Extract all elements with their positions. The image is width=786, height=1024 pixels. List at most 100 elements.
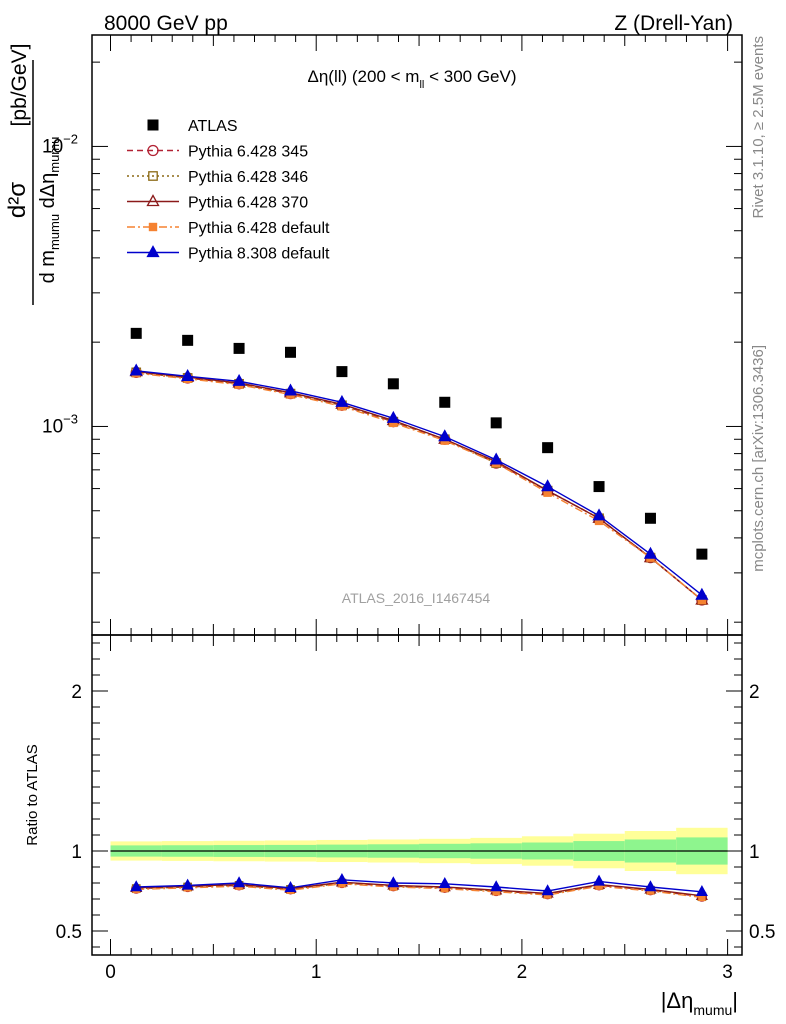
point-pythia-8-308-default-5	[386, 410, 400, 423]
ratio-xtick-label-0: 0	[105, 962, 116, 983]
ratio-line-pythia-6-428-345	[136, 882, 702, 898]
ratio-line-pythia-6-428-default	[136, 883, 702, 899]
point-pythia-8-308-default-2	[232, 373, 246, 386]
series-line-pythia-6-428-345	[136, 371, 703, 601]
ratio-ytick-label-right-1: 1	[749, 842, 760, 863]
title-tail: < 300 GeV)	[424, 67, 516, 86]
series-line-pythia-8-308-default	[136, 370, 703, 596]
point-atlas-7	[490, 417, 502, 429]
point-atlas-0	[130, 327, 142, 339]
energy-label: 8000 GeV pp	[104, 12, 228, 35]
ylabel-den-a: d m	[37, 250, 59, 283]
ylabel-den-b: dΔη	[37, 173, 59, 214]
point-atlas-10	[644, 512, 656, 524]
xlabel-main: |Δη	[661, 988, 694, 1013]
legend-entry-atlas: ATLAS	[147, 118, 238, 135]
ratio-point-pythia-6-428-default-11	[698, 893, 706, 902]
ratio-panel: 0.5 0.5 1 1 2 2 0 1 2 3 Ratio to ATLAS |Δηmumu|	[24, 634, 775, 1018]
ylabel-unit: [pb/GeV]	[8, 44, 31, 127]
ylabel-den-sub1: mumu	[47, 214, 62, 250]
legend-label: Pythia 8.308 default	[188, 246, 330, 263]
legend-label: ATLAS	[188, 118, 238, 135]
ylabel-denominator: d mmumu dΔηmumu	[37, 137, 62, 284]
point-pythia-8-308-default-7	[489, 452, 503, 465]
ratio-point-pythia-8-308-default-1	[181, 878, 194, 890]
rivet-label: Rivet 3.1.10, ≥ 2.5M events	[750, 36, 767, 219]
point-atlas-6	[439, 396, 451, 408]
legend-marker	[147, 119, 159, 131]
point-pythia-8-308-default-10	[643, 546, 658, 559]
ratio-point-pythia-6-428-default-6	[441, 884, 449, 893]
title-sub: ll	[419, 79, 424, 91]
ratio-point-pythia-8-308-default-2	[233, 876, 246, 888]
ratio-xtick-label-2: 2	[517, 962, 528, 983]
ratio-ytick-label-right-0: 0.5	[749, 922, 775, 943]
ratio-point-pythia-8-308-default-7	[490, 880, 503, 892]
point-pythia-6-428-default-8	[543, 488, 552, 497]
xlabel-tail: |	[732, 988, 738, 1013]
point-atlas-11	[696, 548, 708, 560]
ratio-point-pythia-8-308-default-9	[592, 874, 606, 886]
legend-marker	[146, 194, 160, 207]
legend-entry-pythia-6-428-345: Pythia 6.428 345	[127, 144, 308, 161]
legend: ATLAS Pythia 6.428 345 Pythia 6.428 346 Pyt…	[127, 118, 330, 263]
point-pythia-8-308-default-3	[283, 383, 298, 396]
analysis-watermark: ATLAS_2016_I1467454	[342, 590, 491, 606]
point-pythia-8-308-default-0	[129, 363, 143, 376]
ratio-point-pythia-8-308-default-11	[695, 885, 708, 897]
point-pythia-8-308-default-8	[541, 479, 555, 492]
ratio-frame	[91, 634, 743, 956]
ratio-ytick-label-left-2: 2	[71, 682, 82, 703]
series-line-pythia-6-428-default	[136, 372, 703, 601]
legend-entry-pythia-8-308-default: Pythia 8.308 default	[127, 245, 330, 263]
point-atlas-9	[593, 481, 605, 493]
legend-entry-pythia-6-428-default: Pythia 6.428 default	[127, 220, 330, 237]
main-panel: 10−2 10−3 Δη(ll) (200 < mll < 300 GeV) AT…	[42, 34, 743, 636]
legend-entry-pythia-6-428-346: Pythia 6.428 346	[127, 169, 308, 186]
ratio-ytick-label-right-2: 2	[749, 682, 760, 703]
point-pythia-8-308-default-6	[438, 429, 452, 442]
series-line-pythia-6-428-346	[136, 371, 703, 601]
point-atlas-8	[542, 442, 554, 454]
legend-entry-pythia-6-428-370: Pythia 6.428 370	[127, 194, 308, 212]
ratio-ylabel: Ratio to ATLAS	[24, 744, 41, 845]
legend-marker	[148, 171, 158, 181]
ratio-xlabel: |Δηmumu|	[661, 988, 738, 1018]
point-pythia-8-308-default-4	[335, 394, 349, 407]
legend-marker	[148, 222, 158, 232]
ratio-point-pythia-8-308-default-8	[541, 884, 554, 896]
ratio-point-pythia-8-308-default-5	[387, 876, 400, 888]
point-pythia-8-308-default-11	[695, 587, 709, 600]
point-pythia-6-428-default-9	[594, 516, 604, 526]
title-main: Δη(ll) (200 < m	[307, 67, 419, 86]
main-ytick-label-1: 10−3	[42, 411, 78, 437]
legend-label: Pythia 6.428 346	[188, 169, 308, 186]
point-atlas-2	[233, 342, 245, 354]
ratio-line-pythia-8-308-default	[136, 879, 702, 893]
point-pythia-8-308-default-9	[592, 508, 606, 521]
legend-label: Pythia 6.428 345	[188, 144, 308, 161]
ratio-point-pythia-8-308-default-6	[438, 877, 451, 889]
series-line-pythia-6-428-370	[136, 370, 703, 601]
legend-label: Pythia 6.428 default	[188, 220, 330, 237]
ratio-ticks: 0.5 0.5 1 1 2 2 0 1 2 3	[56, 635, 775, 983]
main-ticks: 10−2 10−3	[42, 35, 742, 635]
point-atlas-5	[387, 378, 399, 390]
point-pythia-8-308-default-1	[181, 368, 195, 381]
ratio-point-pythia-8-308-default-10	[644, 880, 657, 892]
legend-marker	[147, 144, 159, 157]
main-ytick-label-0: 10−2	[42, 131, 78, 157]
ratio-data-layer	[110, 827, 728, 902]
mcplots-label: mcplots.cern.ch [arXiv:1306.3436]	[750, 345, 767, 572]
ratio-point-pythia-8-308-default-0	[130, 880, 143, 892]
ylabel-numerator: d²σ	[4, 182, 31, 218]
main-data-layer	[129, 327, 709, 606]
main-ylabel: d²σ d mmumu dΔηmumu [pb/GeV]	[4, 44, 62, 305]
ratio-ytick-label-left-1: 1	[71, 842, 82, 863]
xlabel-sub: mumu	[693, 1002, 732, 1018]
legend-marker	[146, 245, 160, 258]
point-atlas-4	[336, 366, 348, 378]
main-title: Δη(ll) (200 < mll < 300 GeV)	[307, 67, 516, 91]
ratio-line-pythia-6-428-370	[136, 881, 702, 897]
